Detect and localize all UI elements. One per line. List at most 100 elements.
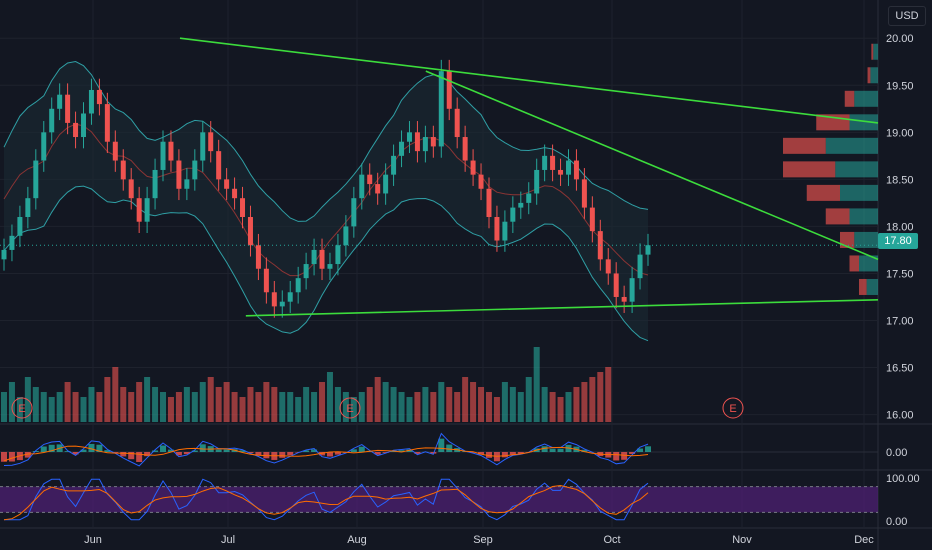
candle-body (176, 160, 182, 189)
volume-bar (207, 377, 214, 422)
volume-bar (199, 382, 206, 422)
price-tick-label: 16.00 (886, 410, 914, 422)
volume-bar (358, 392, 365, 422)
volume-bar (112, 367, 119, 422)
volume-bar (40, 392, 47, 422)
volume-bar (374, 377, 381, 422)
macd-histogram-bar (239, 450, 246, 452)
volume-profile-down (859, 278, 867, 295)
candle-body (478, 174, 484, 189)
macd-histogram-bar (485, 452, 492, 458)
candle-body (263, 268, 269, 293)
volume-bar (287, 392, 294, 422)
macd-histogram-bar (438, 438, 445, 452)
candle-body (542, 155, 548, 170)
volume-profile-up (854, 231, 878, 248)
volume-bar (446, 387, 453, 422)
volume-bar (48, 397, 55, 422)
volume-profile-up (825, 137, 878, 154)
macd-histogram-bar (478, 452, 485, 455)
candle-body (271, 292, 277, 307)
candle-body (144, 198, 150, 222)
macd-histogram-bar (175, 452, 182, 456)
macd-histogram-bar (350, 449, 357, 452)
volume-profile-down (783, 137, 826, 154)
volume-profile-up (849, 208, 878, 225)
rsi-tick-label: 100.00 (886, 473, 920, 485)
earnings-marker-label: E (346, 403, 353, 415)
volume-bar (183, 387, 190, 422)
macd-histogram-bar (334, 452, 341, 455)
candle-body (128, 179, 134, 199)
candle-body (25, 198, 31, 217)
candle-body (17, 217, 23, 236)
volume-bar (175, 392, 182, 422)
currency-label[interactable]: USD (888, 6, 926, 26)
volume-profile-up (835, 161, 878, 178)
candle-body (192, 160, 198, 180)
price-tick-label: 17.50 (886, 268, 914, 280)
volume-bar (438, 382, 445, 422)
stoch-d-line (3, 484, 649, 521)
time-tick-label: Aug (347, 534, 367, 546)
last-price-tag: 17.80 (878, 233, 918, 249)
volume-bar (263, 382, 270, 422)
macd-histogram-bar (287, 452, 294, 456)
macd-histogram-bar (80, 449, 87, 452)
macd-histogram-bar (406, 449, 413, 452)
rsi-pane[interactable] (0, 478, 878, 521)
rsi-tick-label: 0.00 (886, 516, 907, 528)
candle-body (65, 94, 71, 123)
candle-body (81, 113, 87, 138)
candle-body (581, 179, 587, 208)
candle-body (327, 264, 333, 269)
macd-histogram-bar (48, 444, 55, 452)
candle-body (255, 245, 261, 269)
candle-body (200, 132, 206, 161)
volume-bar (311, 392, 318, 422)
volume-bar (128, 392, 135, 422)
macd-histogram-bar (446, 444, 453, 452)
volume-bar (247, 387, 254, 422)
candle-body (343, 226, 349, 246)
trendline (245, 299, 879, 317)
macd-histogram-bar (358, 446, 365, 452)
candle-body (351, 198, 357, 227)
volume-bar (223, 382, 230, 422)
macd-pane[interactable] (0, 432, 878, 467)
volume-profile-up (873, 43, 878, 60)
volume-bar (390, 387, 397, 422)
candle-body (160, 141, 166, 170)
time-axis[interactable]: Jun Jul Aug Sep Oct Nov Dec (84, 534, 874, 546)
candle-body (502, 221, 508, 241)
price-tick-label: 18.00 (886, 221, 914, 233)
volume-bar (72, 392, 79, 422)
time-tick-label: Jun (84, 534, 102, 546)
candle-body (120, 160, 126, 180)
trendline (179, 37, 879, 124)
candle-body (96, 89, 102, 105)
candle-body (287, 292, 293, 302)
time-tick-label: Nov (732, 534, 752, 546)
macd-histogram-bar (303, 450, 310, 452)
volume-bar (557, 397, 564, 422)
volume-bar (493, 397, 500, 422)
volume-bar (239, 397, 246, 422)
volume-profile-down (825, 208, 850, 225)
volume-bar (350, 397, 357, 422)
price-tick-label: 16.50 (886, 363, 914, 375)
time-tick-label: Dec (854, 534, 874, 546)
candle-body (613, 273, 619, 297)
trendline (425, 70, 879, 261)
volume-bar (382, 382, 389, 422)
macd-histogram-bar (215, 449, 222, 452)
candle-body (430, 137, 436, 147)
macd-histogram-bar (541, 446, 548, 452)
moving-average-line (3, 123, 649, 277)
candle-body (470, 160, 476, 175)
candle-body (399, 141, 405, 156)
volume-bar (454, 392, 461, 422)
price-axis[interactable]: 20.00 19.50 19.00 18.50 18.00 17.50 17.00 16.50… (886, 33, 920, 528)
